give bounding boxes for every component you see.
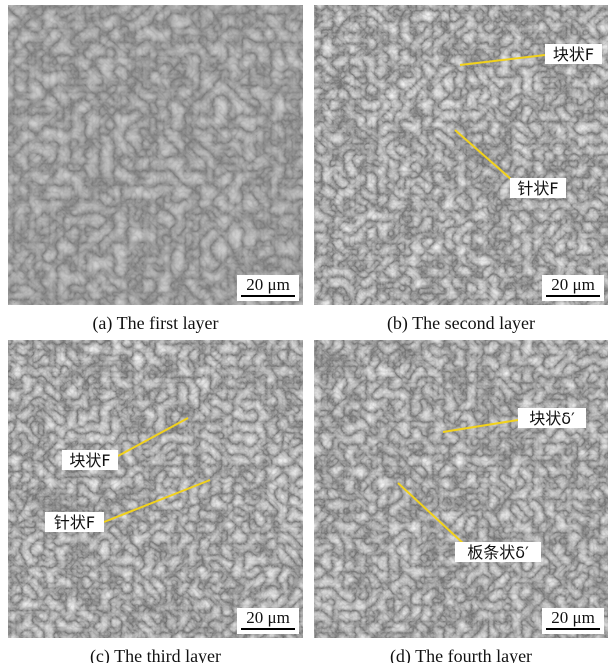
scale-bar-label: 20 μm (551, 275, 595, 294)
caption: (a) The first layer (92, 313, 218, 334)
caption: (c) The third layer (90, 646, 221, 663)
annotation: 针状F (517, 179, 558, 198)
annotation: 针状F (54, 513, 95, 532)
caption: (b) The second layer (387, 313, 535, 334)
annotation: 块状F (69, 451, 110, 470)
micrograph (314, 340, 608, 638)
figure: 20 μm (a) The first layer 20 μm (b) The sec… (0, 0, 613, 663)
micrograph (8, 340, 303, 638)
micrograph (8, 5, 303, 305)
scale-bar-label: 20 μm (551, 608, 595, 627)
annotation: 块状F (553, 45, 594, 64)
scale-bar-label: 20 μm (246, 275, 290, 294)
annotation: 块状δ′ (529, 409, 575, 428)
caption: (d) The fourth layer (390, 646, 532, 663)
scale-bar-label: 20 μm (246, 608, 290, 627)
annotation: 板条状δ′ (467, 543, 529, 562)
